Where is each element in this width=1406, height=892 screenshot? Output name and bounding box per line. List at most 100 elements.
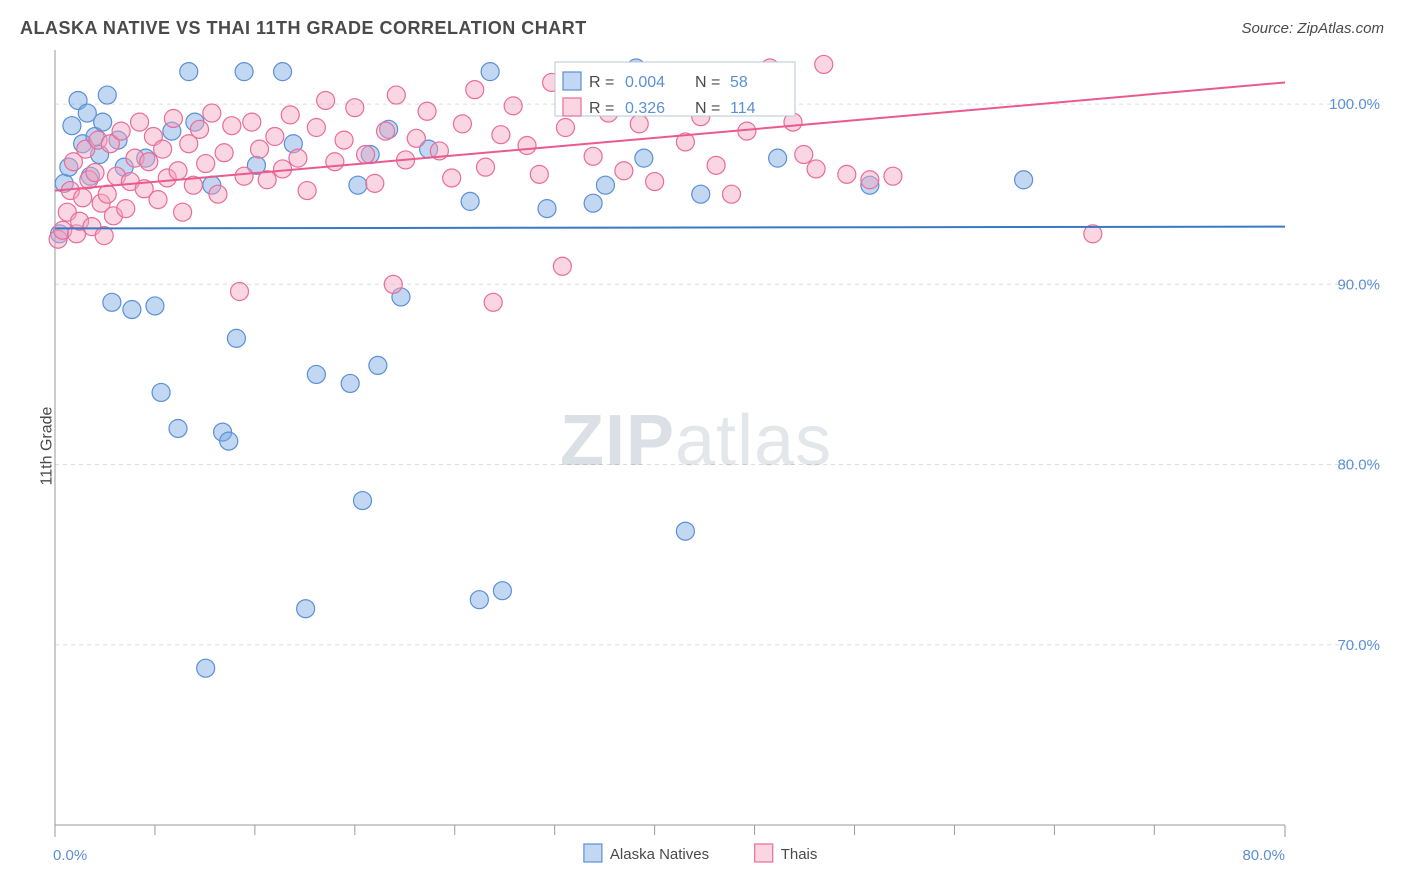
data-point — [596, 176, 614, 194]
data-point — [112, 122, 130, 140]
data-point — [504, 97, 522, 115]
data-point — [235, 63, 253, 81]
data-point — [553, 257, 571, 275]
data-point — [346, 99, 364, 117]
data-point — [615, 162, 633, 180]
data-point — [281, 106, 299, 124]
legend-n-label: N = — [695, 74, 720, 91]
legend-r-label: R = — [589, 100, 614, 117]
data-point — [461, 192, 479, 210]
data-point — [366, 174, 384, 192]
data-point — [164, 109, 182, 127]
data-point — [1015, 171, 1033, 189]
data-point — [154, 140, 172, 158]
data-point — [470, 591, 488, 609]
data-point — [297, 600, 315, 618]
data-point — [407, 129, 425, 147]
data-point — [140, 153, 158, 171]
data-point — [243, 113, 261, 131]
data-point — [274, 160, 292, 178]
data-point — [484, 293, 502, 311]
legend-n-value: 58 — [730, 74, 748, 91]
data-point — [86, 164, 104, 182]
data-point — [223, 117, 241, 135]
data-point — [357, 146, 375, 164]
data-point — [630, 115, 648, 133]
data-point — [180, 63, 198, 81]
data-point — [530, 165, 548, 183]
y-tick-label: 100.0% — [1329, 96, 1380, 113]
data-point — [131, 113, 149, 131]
data-point — [418, 102, 436, 120]
data-point — [146, 297, 164, 315]
data-point — [289, 149, 307, 167]
data-point — [884, 167, 902, 185]
data-point — [838, 165, 856, 183]
data-point — [317, 91, 335, 109]
data-point — [98, 86, 116, 104]
data-point — [191, 120, 209, 138]
data-point — [723, 185, 741, 203]
data-point — [795, 146, 813, 164]
data-point — [174, 203, 192, 221]
data-point — [769, 149, 787, 167]
data-point — [387, 86, 405, 104]
data-point — [98, 185, 116, 203]
data-point — [231, 283, 249, 301]
x-tick-label: 0.0% — [53, 847, 87, 864]
data-point — [369, 356, 387, 374]
data-point — [335, 131, 353, 149]
data-point — [807, 160, 825, 178]
data-point — [377, 122, 395, 140]
data-point — [197, 659, 215, 677]
data-point — [307, 119, 325, 137]
legend-r-value: 0.326 — [625, 100, 665, 117]
data-point — [453, 115, 471, 133]
data-point — [103, 293, 121, 311]
data-point — [584, 194, 602, 212]
data-point — [707, 156, 725, 174]
data-point — [220, 432, 238, 450]
legend-n-label: N = — [695, 100, 720, 117]
data-point — [477, 158, 495, 176]
data-point — [250, 140, 268, 158]
data-point — [152, 383, 170, 401]
data-point — [209, 185, 227, 203]
data-point — [538, 200, 556, 218]
y-tick-label: 90.0% — [1337, 276, 1380, 293]
x-tick-label: 80.0% — [1242, 847, 1285, 864]
y-tick-label: 70.0% — [1337, 637, 1380, 654]
data-point — [815, 55, 833, 73]
data-point — [74, 189, 92, 207]
legend-r-value: 0.004 — [625, 74, 665, 91]
legend-r-label: R = — [589, 74, 614, 91]
data-point — [123, 301, 141, 319]
data-point — [326, 153, 344, 171]
data-point — [646, 173, 664, 191]
data-point — [94, 113, 112, 131]
legend-n-value: 114 — [730, 100, 756, 117]
data-point — [227, 329, 245, 347]
data-point — [354, 492, 372, 510]
data-point — [197, 155, 215, 173]
bottom-legend-swatch — [584, 844, 602, 862]
data-point — [149, 191, 167, 209]
data-point — [169, 162, 187, 180]
data-point — [298, 182, 316, 200]
data-point — [349, 176, 367, 194]
y-tick-label: 80.0% — [1337, 457, 1380, 474]
data-point — [341, 374, 359, 392]
bottom-legend-label: Alaska Natives — [610, 846, 709, 863]
bottom-legend-swatch — [755, 844, 773, 862]
data-point — [274, 63, 292, 81]
legend-swatch — [563, 98, 581, 116]
data-point — [676, 522, 694, 540]
data-point — [443, 169, 461, 187]
data-point — [266, 128, 284, 146]
data-point — [635, 149, 653, 167]
data-point — [861, 171, 879, 189]
legend-swatch — [563, 72, 581, 90]
data-point — [492, 126, 510, 144]
data-point — [556, 119, 574, 137]
data-point — [63, 117, 81, 135]
